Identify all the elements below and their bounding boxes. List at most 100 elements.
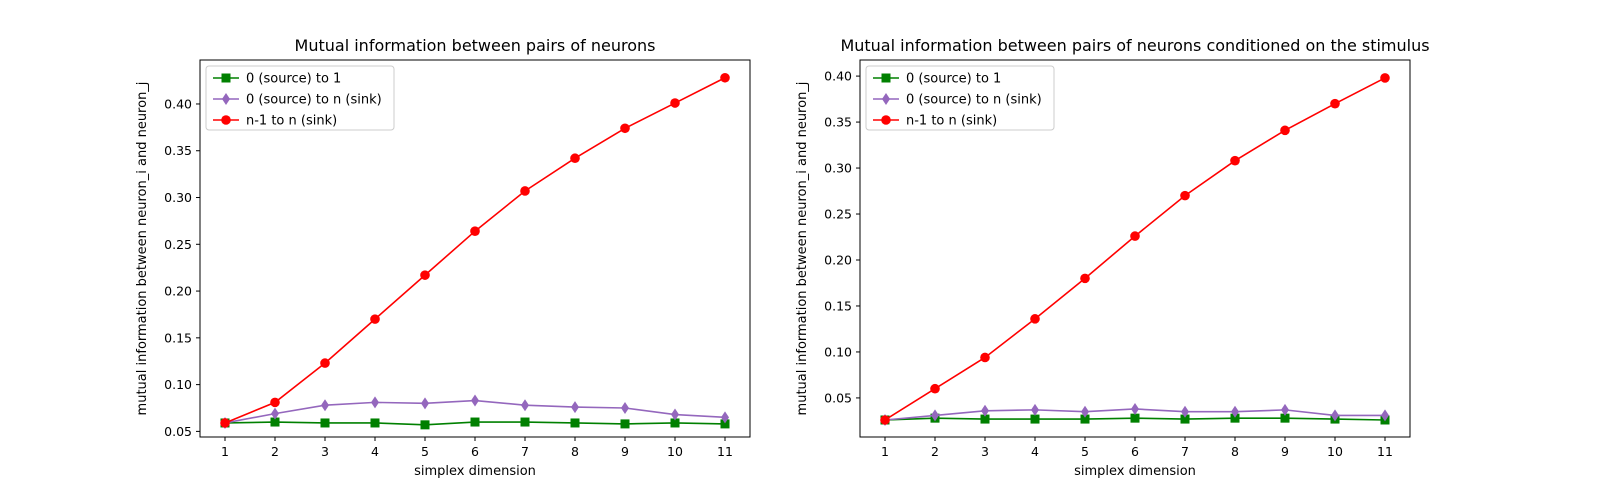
series-3: [880, 73, 1390, 425]
y-tick-label: 0.10: [824, 344, 852, 359]
y-tick-label: 0.35: [164, 143, 192, 158]
chart-title: Mutual information between pairs of neur…: [840, 36, 1429, 55]
legend: 0 (source) to 1 0 (source) to n (sink) n-1…: [205, 65, 395, 131]
x-tick-label: 3: [981, 444, 989, 459]
data-point: [931, 409, 939, 422]
y-tick-label: 0.20: [824, 252, 852, 267]
data-point: [421, 397, 429, 410]
data-point: [1381, 409, 1389, 422]
y-tick-label: 0.15: [164, 330, 192, 345]
x-tick-label: 8: [571, 444, 579, 459]
y-axis-label: mutual information between neuron_i and …: [795, 82, 810, 416]
data-point: [620, 419, 630, 429]
data-point: [1030, 314, 1040, 324]
data-point: [1130, 413, 1140, 423]
x-tick-label: 6: [471, 444, 479, 459]
y-tick-label: 0.05: [164, 424, 192, 439]
data-point: [370, 314, 380, 324]
data-point: [1231, 405, 1239, 418]
chart-title: Mutual information between pairs of neur…: [295, 36, 656, 55]
data-point: [570, 153, 580, 164]
data-point: [720, 72, 730, 83]
data-point: [270, 397, 280, 408]
data-point: [1080, 414, 1090, 424]
legend-item: 0 (source) to n (sink): [873, 93, 1042, 108]
data-point: [1031, 403, 1039, 416]
data-point: [1330, 98, 1340, 109]
x-tick-label: 9: [1281, 444, 1289, 459]
series-1: [880, 413, 1390, 425]
series-3: [220, 72, 730, 428]
y-tick-label: 0.20: [164, 284, 192, 299]
x-tick-label: 2: [931, 444, 939, 459]
data-point: [1080, 273, 1090, 284]
data-point: [880, 415, 890, 425]
data-point: [520, 417, 530, 427]
x-tick-label: 9: [621, 444, 629, 459]
data-point: [471, 394, 479, 407]
x-tick-label: 11: [1377, 444, 1393, 459]
chart-left: 1 2 3 4 5 6 7 8 9 10 11 0.050.100.150.200.250.300.…: [135, 36, 751, 479]
data-point: [1280, 413, 1290, 423]
series-2: [221, 394, 729, 429]
x-tick-label: 7: [1181, 444, 1189, 459]
y-axis: 0.05 0.10 0.15 0.20 0.25 0.30 0.35 0.40: [824, 69, 860, 405]
x-tick-label: 2: [271, 444, 279, 459]
data-point: [270, 417, 280, 427]
legend-item: 0 (source) to n (sink): [213, 93, 382, 108]
y-tick-label: 0.25: [164, 237, 192, 252]
y-axis-label: mutual information between neuron_i and …: [135, 82, 150, 416]
x-tick-label: 1: [881, 444, 889, 459]
legend-label: n-1 to n (sink): [246, 114, 337, 129]
x-tick-label: 3: [321, 444, 329, 459]
legend-label: 0 (source) to n (sink): [906, 93, 1042, 108]
data-point: [1180, 414, 1190, 424]
data-point: [470, 417, 480, 427]
x-axis: 1 2 3 4 5 6 7 8 9 10 11: [881, 437, 1393, 459]
x-tick-label: 10: [1327, 444, 1343, 459]
data-point: [1180, 190, 1190, 201]
y-axis: 0.05 0.10 0.15 0.20 0.25 0.30 0.35 0.40: [164, 96, 200, 439]
legend-item: n-1 to n (sink): [873, 114, 997, 129]
data-point: [470, 226, 480, 236]
data-point: [371, 396, 379, 409]
data-point: [980, 352, 990, 363]
legend-label: 0 (source) to n (sink): [246, 93, 382, 108]
legend-item: 0 (source) to 1: [213, 72, 341, 87]
y-tick-label: 0.40: [164, 96, 192, 111]
y-tick-label: 0.30: [164, 190, 192, 205]
x-axis: 1 2 3 4 5 6 7 8 9 10 11: [221, 437, 733, 459]
y-tick-label: 0.40: [824, 69, 852, 84]
data-point: [1380, 73, 1390, 83]
legend-box: [865, 65, 1055, 131]
data-point: [370, 418, 380, 428]
legend-marker: [881, 115, 891, 125]
legend-marker: [222, 93, 230, 105]
data-point: [620, 123, 630, 134]
data-point: [570, 418, 580, 428]
data-point: [980, 414, 990, 424]
legend-marker: [221, 115, 231, 125]
data-point: [521, 399, 529, 412]
plot-area: [220, 72, 730, 430]
data-point: [1331, 409, 1339, 422]
x-tick-label: 5: [1081, 444, 1089, 459]
y-tick-label: 0.05: [824, 390, 852, 405]
legend: 0 (source) to 1 0 (source) to n (sink) n-1…: [865, 65, 1055, 131]
x-tick-label: 8: [1231, 444, 1239, 459]
legend-item: 0 (source) to 1: [873, 72, 1001, 87]
x-axis-label: simplex dimension: [1074, 464, 1196, 479]
legend-label: 0 (source) to 1: [906, 72, 1001, 87]
series-1: [220, 417, 730, 430]
data-point: [271, 407, 279, 420]
x-tick-label: 5: [421, 444, 429, 459]
data-point: [220, 418, 230, 428]
data-point: [520, 186, 530, 196]
data-point: [420, 270, 430, 280]
y-tick-label: 0.25: [824, 207, 852, 222]
data-point: [720, 419, 730, 429]
data-point: [1130, 231, 1140, 241]
data-point: [1131, 402, 1139, 415]
x-tick-label: 11: [717, 444, 733, 459]
data-point: [1230, 155, 1240, 166]
